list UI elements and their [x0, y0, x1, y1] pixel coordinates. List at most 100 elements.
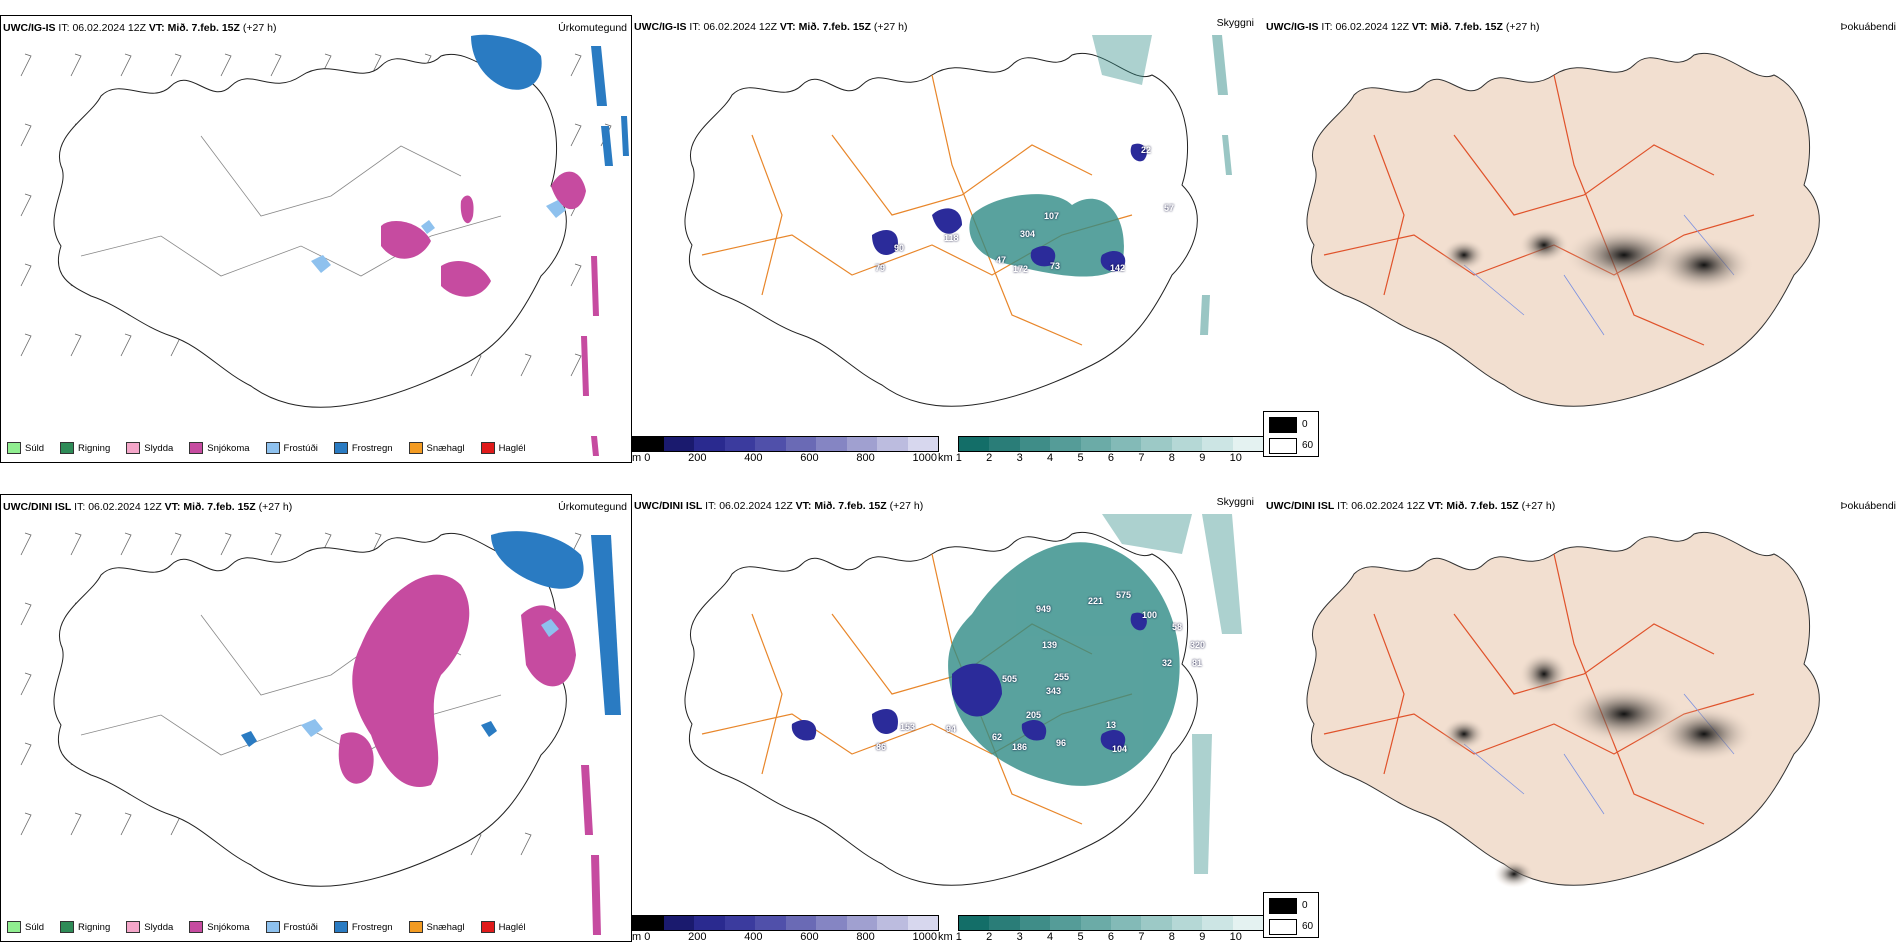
legend-item-snaehagl: Snæhagl — [408, 921, 465, 933]
legend-item-frostudi: Frostúði — [265, 442, 318, 454]
visibility-value-marker: 304 — [1020, 229, 1036, 239]
freezing-rain-areas — [471, 34, 629, 166]
precip-legend: Súld Rigning Slydda Snjókoma Frostúði Fr… — [7, 440, 536, 456]
visibility-value-marker: 320 — [1190, 640, 1206, 650]
legend-swatch — [189, 921, 204, 933]
visibility-km-ticks: km 1 2 3 4 5 6 7 8 9 10 — [938, 931, 1242, 943]
legend-swatch — [189, 442, 204, 454]
panel-type-label: Þokuábendi — [1840, 21, 1896, 33]
fog-areas — [1442, 652, 1754, 888]
visibility-teal — [948, 514, 1242, 874]
precip-type-panel-bottom: UWC/DINI ISL IT: 06.02.2024 12Z VT: Mið.… — [0, 494, 632, 942]
fog-legend-bottom: 0 60 — [1263, 892, 1319, 938]
legend-swatch — [408, 442, 423, 454]
visibility-value-marker: 575 — [1116, 590, 1132, 600]
fog-areas — [1442, 225, 1754, 293]
panel-title: UWC/IG-IS IT: 06.02.2024 12Z VT: Mið. 7.… — [3, 22, 277, 34]
visibility-value-marker: 96 — [1056, 738, 1067, 748]
panel-type-label: Skyggni — [1216, 17, 1254, 29]
visibility-value-marker: 172 — [1013, 264, 1029, 274]
visibility-value-marker: 186 — [1012, 742, 1028, 752]
visibility-value-marker: 221 — [1088, 596, 1104, 606]
visibility-value-marker: 22 — [1141, 145, 1152, 155]
panel-title: UWC/DINI ISL IT: 06.02.2024 12Z VT: Mið.… — [1266, 500, 1556, 512]
visibility-value-marker: 139 — [1042, 640, 1058, 650]
visibility-value-marker: 94 — [946, 724, 957, 734]
legend-swatch — [333, 921, 348, 933]
legend-item-haglel: Haglél — [480, 921, 526, 933]
legend-swatch — [265, 921, 280, 933]
visibility-value-marker: 13 — [1106, 720, 1117, 730]
visibility-value-marker: 62 — [992, 732, 1003, 742]
visibility-value-marker: 142 — [1110, 263, 1126, 273]
legend-item-frostudi: Frostúði — [265, 921, 318, 933]
legend-swatch — [1269, 919, 1297, 935]
legend-item-rigning: Rigning — [60, 442, 110, 454]
visibility-value-marker: 107 — [1044, 211, 1060, 221]
panel-type-label: Úrkomutegund — [558, 501, 627, 513]
legend-item-slydda: Slydda — [126, 442, 173, 454]
legend-item-frostregn: Frostregn — [333, 442, 393, 454]
legend-swatch — [126, 442, 141, 454]
visibility-map — [684, 514, 1242, 886]
precip-map — [20, 34, 629, 456]
visibility-km-colorbar — [958, 436, 1264, 452]
precip-legend: Súld Rigning Slydda Snjókoma Frostúði Fr… — [7, 919, 536, 935]
visibility-value-marker: 153 — [900, 722, 916, 732]
precip-map — [20, 531, 621, 935]
legend-item-frostregn: Frostregn — [333, 921, 393, 933]
visibility-value-marker: 343 — [1046, 686, 1062, 696]
legend-swatch — [480, 921, 495, 933]
panel-title: UWC/DINI ISL IT: 06.02.2024 12Z VT: Mið.… — [634, 500, 924, 512]
legend-swatch — [333, 442, 348, 454]
visibility-m-colorbar — [632, 436, 939, 452]
visibility-value-marker: 58 — [1172, 622, 1183, 632]
visibility-value-marker: 47 — [996, 255, 1007, 265]
visibility-blue — [872, 143, 1147, 272]
visibility-teal — [969, 35, 1232, 335]
fog-panel-bottom: UWC/DINI ISL IT: 06.02.2024 12Z VT: Mið.… — [1264, 494, 1900, 914]
panel-title: UWC/IG-IS IT: 06.02.2024 12Z VT: Mið. 7.… — [634, 21, 908, 33]
legend-swatch — [1269, 417, 1297, 433]
visibility-km-ticks: km 1 2 3 4 5 6 7 8 9 10 — [938, 452, 1242, 464]
legend-swatch — [7, 921, 21, 933]
fog-map — [1306, 531, 1820, 888]
legend-item-snaehagl: Snæhagl — [408, 442, 465, 454]
visibility-value-marker: 90 — [894, 243, 905, 253]
iceland-outline — [1306, 531, 1820, 886]
legend-swatch — [1269, 898, 1297, 914]
legend-swatch — [7, 442, 21, 454]
iceland-outline — [1306, 52, 1820, 407]
legend-swatch — [60, 921, 75, 933]
snow-areas — [381, 171, 599, 456]
roads — [80, 135, 502, 277]
visibility-value-marker: 100 — [1142, 610, 1158, 620]
legend-swatch — [480, 442, 495, 454]
fog-panel-top: UWC/IG-IS IT: 06.02.2024 12Z VT: Mið. 7.… — [1264, 15, 1900, 470]
panel-title: UWC/DINI ISL IT: 06.02.2024 12Z VT: Mið.… — [3, 501, 293, 513]
legend-item-haglel: Haglél — [480, 442, 526, 454]
snow-areas — [338, 574, 601, 935]
panel-title: UWC/IG-IS IT: 06.02.2024 12Z VT: Mið. 7.… — [1266, 21, 1540, 33]
legend-item-sudl: Súld — [7, 921, 44, 933]
legend-swatch — [408, 921, 423, 933]
visibility-value-marker: 79 — [875, 263, 886, 273]
visibility-value-marker: 86 — [876, 742, 887, 752]
visibility-value-marker: 255 — [1054, 672, 1070, 682]
legend-swatch — [60, 442, 75, 454]
legend-item-slydda: Slydda — [126, 921, 173, 933]
precip-type-panel-top: UWC/IG-IS IT: 06.02.2024 12Z VT: Mið. 7.… — [0, 15, 632, 463]
visibility-value-marker: 57 — [1164, 203, 1175, 213]
roads — [701, 74, 1133, 346]
freezing-rain-areas — [241, 531, 621, 747]
visibility-value-marker: 205 — [1026, 710, 1042, 720]
legend-swatch — [1269, 438, 1297, 454]
visibility-map — [684, 35, 1232, 407]
visibility-value-marker: 81 — [1192, 658, 1203, 668]
fog-roads — [1323, 553, 1755, 825]
visibility-km-colorbar — [958, 915, 1264, 931]
visibility-m-colorbar — [632, 915, 939, 931]
visibility-value-marker: 118 — [944, 233, 959, 243]
visibility-panel-bottom: UWC/DINI ISL IT: 06.02.2024 12Z VT: Mið.… — [632, 494, 1264, 950]
iceland-outline — [53, 532, 567, 887]
